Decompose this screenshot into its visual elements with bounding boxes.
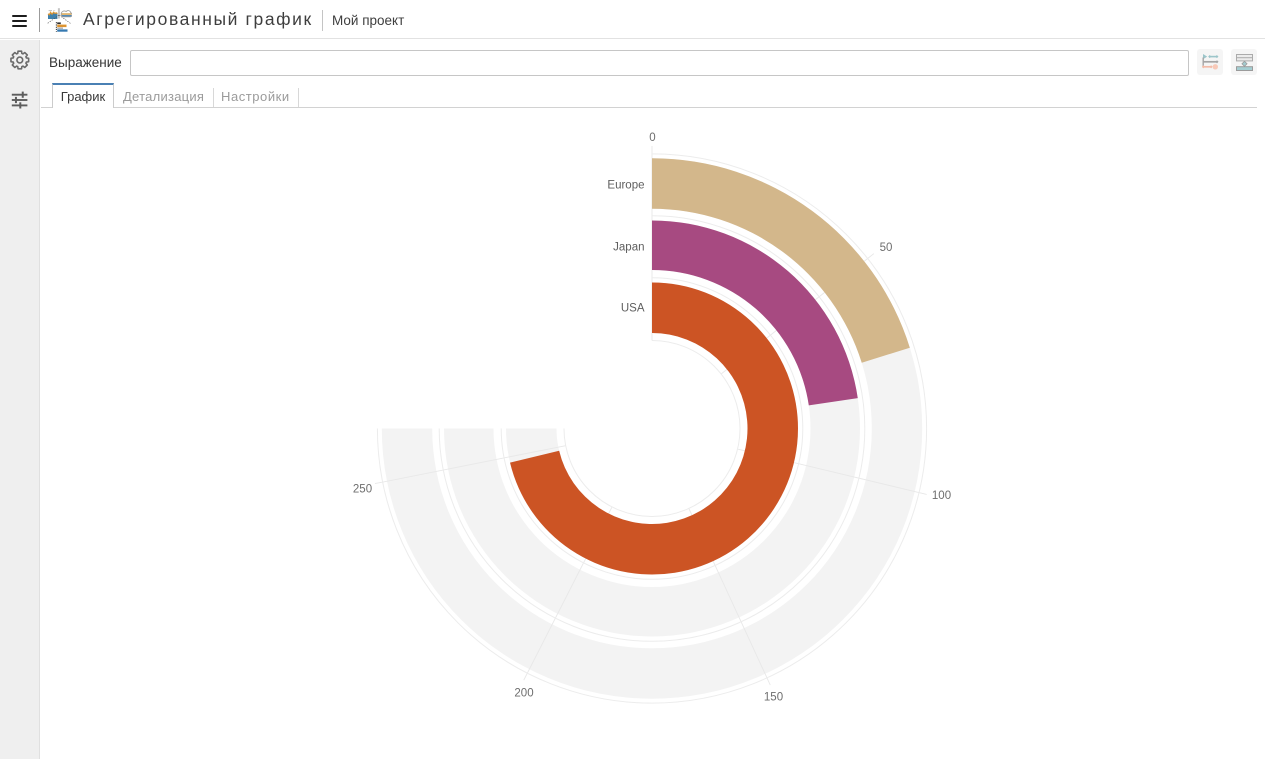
svg-text:Europe: Europe [607,180,644,192]
svg-text:50: 50 [880,242,893,254]
svg-text:Japan: Japan [613,242,644,254]
svg-text:100: 100 [932,490,951,502]
svg-text:200: 200 [514,687,533,699]
svg-text:0: 0 [649,132,655,144]
svg-text:150: 150 [764,691,783,703]
svg-text:250: 250 [353,483,372,495]
svg-text:USA: USA [621,303,645,315]
